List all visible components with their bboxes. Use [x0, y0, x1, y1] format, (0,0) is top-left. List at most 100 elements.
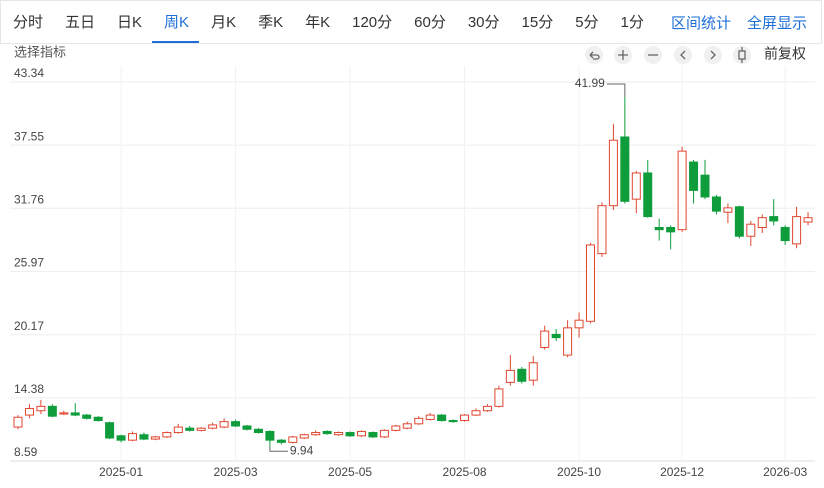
candle-body	[13, 416, 23, 428]
max-marker-line	[606, 83, 626, 97]
tab[interactable]: 分时	[13, 14, 44, 31]
candle-body	[402, 423, 412, 429]
candle-body	[482, 405, 492, 412]
tab[interactable]: 五日	[65, 14, 96, 31]
candle-body	[345, 432, 355, 437]
x-tick-label: 2025-10	[557, 465, 601, 479]
indicator-select[interactable]: 选择指标	[14, 44, 66, 59]
candle-body	[425, 414, 435, 420]
candle-body	[528, 362, 538, 381]
candle-body	[563, 327, 573, 356]
x-tick-label: 2026-03	[763, 465, 807, 479]
candle-body	[219, 421, 229, 428]
candle-body	[276, 439, 286, 443]
candle-body	[540, 330, 550, 348]
x-tick-label: 2025-08	[443, 465, 487, 479]
actions: 区间统计 全屏显示	[655, 12, 807, 33]
zoom-in-button[interactable]	[614, 46, 632, 64]
candle-body	[471, 410, 481, 416]
candle-body	[231, 421, 241, 427]
tab[interactable]: 120分	[352, 14, 393, 31]
y-tick-label: 37.55	[14, 129, 44, 143]
toolbar-icons	[585, 46, 751, 64]
candle-body	[357, 430, 366, 437]
candle-body	[677, 150, 687, 231]
candle-body	[368, 432, 378, 438]
candle-body	[299, 434, 309, 439]
candle-body	[24, 408, 34, 416]
action-link[interactable]: 区间统计	[670, 14, 731, 32]
candle-body	[379, 429, 389, 438]
candle-body	[574, 319, 584, 329]
tab[interactable]: 日K	[117, 14, 143, 31]
candle-body	[322, 430, 332, 435]
tab[interactable]: 60分	[414, 14, 446, 31]
candle-body	[391, 425, 401, 431]
tab[interactable]: 周K	[152, 1, 200, 43]
tab[interactable]: 30分	[467, 14, 500, 31]
candle-body	[608, 139, 618, 207]
candle-body	[36, 405, 46, 412]
x-tick-label: 2025-12	[660, 465, 704, 479]
action-link[interactable]: 全屏显示	[746, 14, 807, 32]
tab[interactable]: 5分	[575, 14, 599, 31]
candle-body	[448, 420, 458, 423]
candle-body	[654, 226, 664, 231]
candle-body	[162, 432, 172, 438]
candle-body	[643, 172, 653, 218]
y-tick-label: 31.76	[14, 192, 44, 206]
candle-body	[437, 414, 447, 422]
candle-body	[746, 223, 756, 237]
candle-body	[494, 388, 504, 407]
candle-body	[311, 432, 321, 436]
tab[interactable]: 季K	[258, 14, 284, 31]
candle-body	[253, 428, 263, 434]
candle-body	[128, 433, 137, 441]
candle-body	[265, 430, 275, 441]
tab[interactable]: 1分	[620, 14, 644, 31]
candle-body	[70, 412, 80, 416]
tab[interactable]: 年K	[305, 14, 331, 31]
candle-body	[723, 207, 733, 213]
candle-body	[666, 226, 676, 233]
candle-body	[711, 196, 721, 212]
next-button[interactable]	[704, 46, 722, 64]
x-tick-label: 2025-03	[214, 465, 258, 479]
candle-body	[505, 369, 515, 383]
min-label: 9.94	[290, 443, 314, 457]
candle-body	[597, 205, 607, 255]
candle-body	[105, 422, 115, 439]
zoom-out-button[interactable]	[644, 46, 662, 64]
candle-body	[242, 425, 252, 430]
tab[interactable]: 月K	[211, 14, 237, 31]
adjust-select[interactable]: 前复权	[764, 46, 806, 62]
candle-body	[689, 161, 699, 191]
tab[interactable]: 15分	[521, 14, 554, 31]
candle-body	[173, 426, 183, 434]
candle-body	[769, 216, 779, 222]
x-tick-label: 2025-01	[99, 465, 143, 479]
y-tick-label: 8.59	[14, 445, 38, 459]
candle-body	[551, 333, 561, 339]
candle-body	[150, 436, 160, 440]
candle-body	[631, 172, 641, 200]
y-tick-label: 25.97	[14, 256, 44, 270]
prev-button[interactable]	[674, 46, 692, 64]
candle-body	[116, 435, 126, 441]
candle-body	[414, 417, 424, 425]
y-tick-label: 43.34	[14, 66, 44, 80]
candle-body	[460, 414, 470, 422]
candle-icon[interactable]	[733, 46, 751, 64]
candle-body	[517, 368, 527, 382]
candle-body	[757, 217, 767, 228]
candle-body	[734, 206, 744, 237]
candle-body	[185, 427, 195, 431]
candle-body	[139, 434, 149, 440]
reset-button[interactable]	[585, 46, 603, 64]
y-tick-label: 20.17	[14, 319, 44, 333]
candle-body	[47, 405, 57, 417]
candle-body	[700, 174, 710, 198]
candle-body	[780, 226, 790, 242]
